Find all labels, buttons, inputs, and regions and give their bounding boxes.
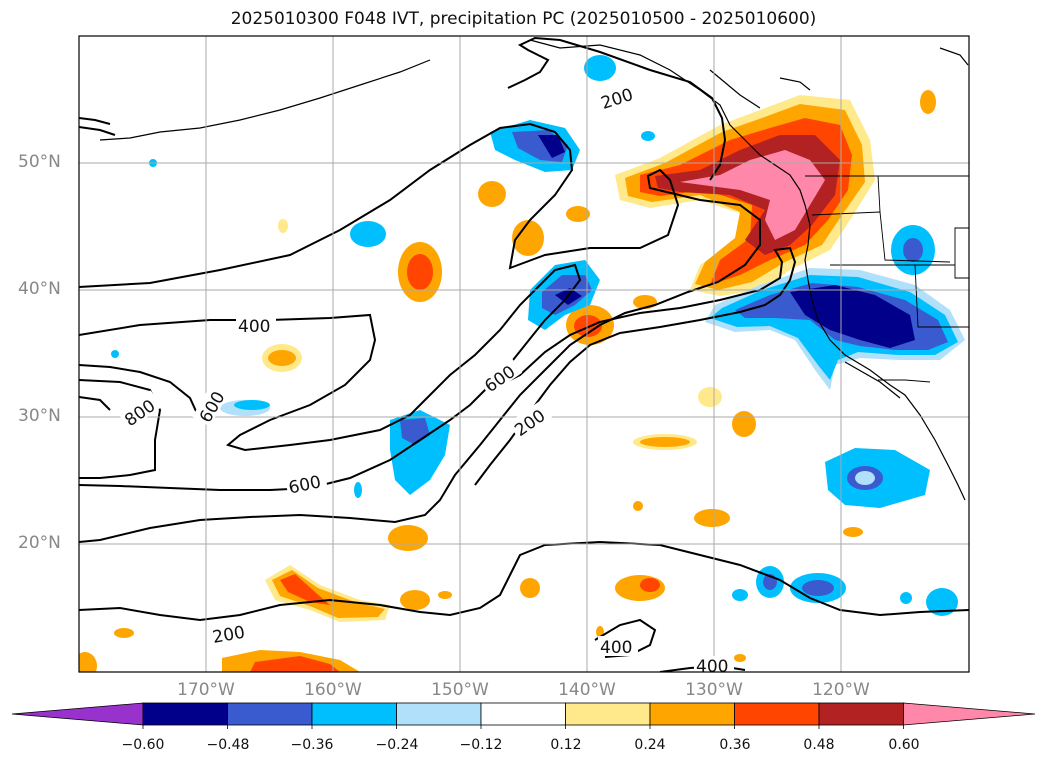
colorbar-segment [480, 702, 566, 726]
colorbar-segment [734, 702, 820, 726]
colorbar-tick: 0.60 [888, 737, 920, 753]
contour-label-1: 200 [599, 85, 636, 114]
political-borders [805, 175, 969, 383]
ivt-contours [79, 36, 969, 672]
lat-label-50n: 50°N [18, 152, 61, 172]
lon-label-140w: 140°W [558, 680, 616, 700]
lat-label-40n: 40°N [18, 279, 61, 299]
graticule [79, 36, 969, 672]
colorbar-tick: −0.60 [121, 737, 165, 753]
map-title: 2025010300 F048 IVT, precipitation PC (2… [230, 9, 817, 29]
colorbar-segment [649, 702, 735, 726]
lon-label-170w: 170°W [177, 680, 235, 700]
lon-label-130w: 130°W [685, 680, 743, 700]
contour-label-9: 400 [600, 638, 632, 658]
colorbar-tick: −0.24 [375, 737, 419, 753]
plot-frame [78, 35, 970, 673]
colorbar-segment [227, 702, 313, 726]
colorbar-tick: −0.48 [206, 737, 250, 753]
colorbar-tick: 0.12 [550, 737, 582, 753]
colorbar-tick: −0.12 [459, 737, 503, 753]
colorbar-tick: −0.36 [290, 737, 334, 753]
lon-label-120w: 120°W [812, 680, 870, 700]
colorbar-segment [818, 702, 904, 726]
colorbar-extend-low [11, 702, 144, 726]
lat-label-30n: 30°N [18, 406, 61, 426]
contour-label-10: 400 [696, 657, 728, 677]
colorbar-segment [142, 702, 228, 726]
colorbar-tick: 0.48 [803, 737, 835, 753]
lon-label-160w: 160°W [304, 680, 362, 700]
precip-negative-fields [111, 55, 965, 616]
lon-label-150w: 150°W [431, 680, 489, 700]
contour-label-2: 400 [238, 317, 270, 337]
colorbar-extend-high [903, 702, 1036, 726]
colorbar-segment [311, 702, 397, 726]
colorbar-segment [396, 702, 482, 726]
colorbar [11, 702, 1036, 729]
lat-label-20n: 20°N [18, 533, 61, 553]
colorbar-tick: 0.36 [719, 737, 751, 753]
colorbar-segment [565, 702, 651, 726]
colorbar-tick: 0.24 [634, 737, 666, 753]
precip-positive-fields [79, 90, 936, 672]
contour-label-8: 200 [211, 623, 246, 648]
